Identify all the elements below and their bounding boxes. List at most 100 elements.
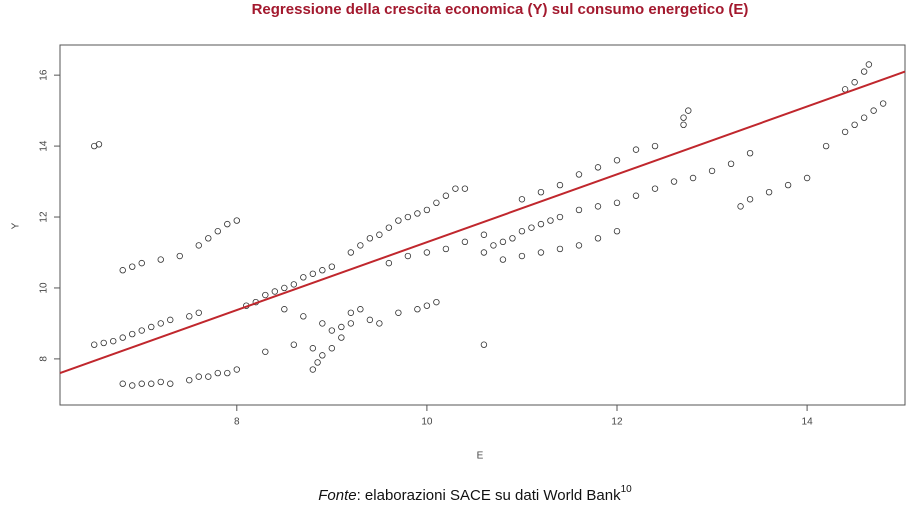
point	[708, 167, 716, 175]
point	[214, 369, 221, 377]
y-tick-label: 14	[39, 140, 50, 152]
point	[865, 61, 873, 68]
plot-frame	[59, 44, 906, 406]
point	[195, 309, 202, 316]
point	[328, 327, 336, 334]
point	[290, 281, 298, 288]
point	[442, 192, 450, 199]
y-tick-label: 10	[39, 282, 50, 294]
point	[499, 238, 507, 246]
point	[556, 213, 564, 221]
point	[224, 220, 231, 228]
point	[119, 380, 126, 387]
point	[290, 341, 298, 348]
point	[95, 141, 103, 148]
point	[224, 369, 231, 377]
point	[328, 263, 336, 270]
point	[860, 114, 868, 121]
x-tick-label: 10	[421, 417, 433, 428]
point	[357, 306, 364, 313]
point	[300, 274, 307, 281]
x-tick-label: 14	[802, 417, 814, 428]
source-note: Fonte: elaborazioni SACE su dati World B…	[318, 484, 632, 504]
point	[309, 270, 317, 277]
point	[575, 171, 583, 178]
source-footnote: 10	[621, 484, 633, 495]
point	[338, 334, 345, 341]
point	[594, 164, 602, 171]
chart-title: Regressione della crescita economica (Y)…	[252, 1, 749, 18]
point	[395, 217, 402, 224]
y-axis-label: Y	[11, 222, 22, 229]
point	[138, 259, 145, 267]
point	[433, 298, 440, 306]
point	[613, 228, 621, 235]
point	[319, 320, 326, 327]
point	[376, 231, 383, 238]
point	[860, 68, 868, 75]
point	[851, 121, 858, 129]
point	[509, 235, 516, 242]
point	[461, 185, 469, 192]
point	[376, 320, 383, 327]
point	[499, 256, 507, 263]
point	[385, 224, 393, 231]
point	[385, 259, 393, 267]
x-axis-label: E	[477, 451, 484, 462]
point	[281, 284, 288, 292]
point	[841, 128, 849, 136]
point	[689, 174, 697, 182]
source-text: : elaborazioni SACE su dati World Bank	[357, 487, 622, 504]
point	[100, 339, 107, 347]
point	[680, 114, 687, 121]
point	[480, 231, 488, 238]
point	[547, 217, 554, 224]
point	[404, 213, 412, 221]
point	[195, 373, 202, 380]
y-tick-label: 8	[39, 356, 50, 362]
point	[319, 352, 326, 359]
point	[803, 174, 811, 182]
x-tick-label: 8	[234, 417, 240, 428]
point	[328, 345, 336, 352]
point	[575, 242, 583, 249]
point	[870, 107, 877, 114]
point	[366, 235, 374, 242]
point	[556, 181, 564, 189]
point	[347, 309, 355, 316]
point	[613, 157, 621, 164]
point	[129, 263, 136, 270]
point	[480, 341, 488, 348]
point	[281, 306, 288, 313]
point	[746, 149, 754, 157]
point	[632, 146, 640, 153]
point	[110, 337, 117, 345]
point	[651, 142, 659, 150]
point	[442, 245, 450, 253]
point	[205, 235, 212, 242]
point	[138, 327, 145, 334]
source-italic: Fonte	[318, 487, 356, 504]
point	[357, 242, 364, 249]
point	[575, 206, 583, 214]
point	[433, 199, 440, 207]
point	[594, 203, 602, 210]
point	[461, 238, 469, 246]
point	[309, 345, 317, 352]
point	[195, 242, 202, 249]
point	[594, 235, 602, 242]
point	[176, 252, 183, 260]
point	[129, 382, 136, 389]
point	[157, 320, 164, 327]
y-tick-label: 16	[39, 69, 50, 81]
point	[537, 249, 545, 256]
point	[414, 210, 421, 217]
point	[518, 228, 526, 235]
point	[395, 309, 402, 316]
point	[347, 320, 355, 327]
point	[404, 252, 412, 260]
point	[518, 196, 526, 203]
point	[338, 323, 345, 331]
point	[613, 199, 621, 207]
